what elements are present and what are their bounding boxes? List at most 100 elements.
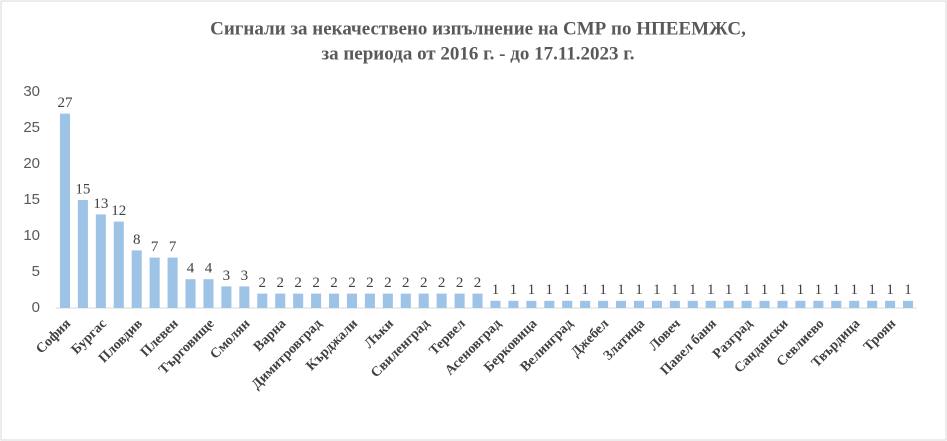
data-label: 1 xyxy=(671,282,679,298)
bar xyxy=(598,300,609,308)
bar xyxy=(813,300,824,308)
chart-title: Сигнали за некачествено изпълнение на СМ… xyxy=(210,18,746,39)
data-label: 12 xyxy=(111,203,126,219)
data-label: 3 xyxy=(241,268,249,284)
bar xyxy=(633,300,644,308)
bar xyxy=(867,300,878,308)
bar xyxy=(77,200,88,308)
data-label: 1 xyxy=(886,282,894,298)
bar xyxy=(257,293,268,308)
chart-title: за периода от 2016 г. - до 17.11.2023 г. xyxy=(321,43,634,64)
data-label: 3 xyxy=(223,268,231,284)
bar xyxy=(472,293,483,308)
y-tick-label: 10 xyxy=(23,227,40,244)
bar xyxy=(885,300,896,308)
bar xyxy=(849,300,860,308)
bar xyxy=(329,293,340,308)
bar xyxy=(723,300,734,308)
data-label: 4 xyxy=(187,261,195,277)
bar xyxy=(544,300,555,308)
bar xyxy=(903,300,914,308)
data-label: 8 xyxy=(133,232,141,248)
y-tick-label: 15 xyxy=(23,191,40,208)
y-tick-label: 30 xyxy=(23,83,40,100)
bar xyxy=(185,279,196,308)
bar xyxy=(239,286,250,308)
data-label: 2 xyxy=(312,275,320,291)
data-label: 1 xyxy=(617,282,625,298)
data-label: 1 xyxy=(546,282,554,298)
data-label: 1 xyxy=(581,282,589,298)
bar xyxy=(616,300,627,308)
data-label: 1 xyxy=(510,282,518,298)
data-label: 1 xyxy=(797,282,805,298)
data-label: 1 xyxy=(850,282,858,298)
bar xyxy=(795,300,806,308)
bar xyxy=(831,300,842,308)
data-label: 1 xyxy=(725,282,733,298)
bar xyxy=(759,300,770,308)
bar xyxy=(418,293,429,308)
data-label: 15 xyxy=(75,181,90,197)
data-label: 1 xyxy=(492,282,500,298)
data-label: 1 xyxy=(707,282,715,298)
bar xyxy=(687,300,698,308)
data-label: 1 xyxy=(779,282,787,298)
bar xyxy=(741,300,752,308)
bar xyxy=(400,293,411,308)
bar xyxy=(275,293,286,308)
data-label: 1 xyxy=(689,282,697,298)
bar xyxy=(59,113,70,308)
data-label: 2 xyxy=(330,275,338,291)
data-label: 2 xyxy=(259,275,267,291)
data-label: 2 xyxy=(348,275,356,291)
bar xyxy=(705,300,716,308)
bar xyxy=(526,300,537,308)
data-label: 7 xyxy=(151,239,159,255)
data-label: 1 xyxy=(743,282,751,298)
data-label: 2 xyxy=(438,275,446,291)
data-label: 4 xyxy=(205,261,213,277)
bar xyxy=(221,286,232,308)
data-label: 1 xyxy=(599,282,607,298)
bar xyxy=(167,257,178,308)
y-tick-label: 5 xyxy=(32,263,40,280)
data-label: 2 xyxy=(294,275,302,291)
data-label: 2 xyxy=(366,275,374,291)
bar xyxy=(562,300,573,308)
bar xyxy=(490,300,501,308)
bar xyxy=(346,293,357,308)
data-label: 2 xyxy=(456,275,464,291)
bar xyxy=(311,293,322,308)
bar xyxy=(149,257,160,308)
data-label: 1 xyxy=(635,282,643,298)
bar xyxy=(203,279,214,308)
bar xyxy=(454,293,465,308)
data-label: 1 xyxy=(563,282,571,298)
data-label: 7 xyxy=(169,239,177,255)
bar xyxy=(777,300,788,308)
data-label: 1 xyxy=(761,282,769,298)
data-label: 2 xyxy=(384,275,392,291)
y-tick-label: 0 xyxy=(32,299,40,316)
bar xyxy=(131,250,142,308)
bar xyxy=(364,293,375,308)
data-label: 2 xyxy=(420,275,428,291)
data-label: 1 xyxy=(653,282,661,298)
bar xyxy=(508,300,519,308)
bar xyxy=(95,214,106,308)
data-label: 27 xyxy=(57,95,73,111)
data-label: 1 xyxy=(815,282,823,298)
bar xyxy=(669,300,680,308)
data-label: 1 xyxy=(528,282,536,298)
bar xyxy=(436,293,447,308)
bar xyxy=(293,293,304,308)
data-label: 1 xyxy=(833,282,841,298)
y-tick-label: 20 xyxy=(23,155,40,172)
y-tick-label: 25 xyxy=(23,119,40,136)
data-label: 1 xyxy=(904,282,912,298)
data-label: 2 xyxy=(474,275,482,291)
data-label: 2 xyxy=(402,275,410,291)
bar xyxy=(382,293,393,308)
